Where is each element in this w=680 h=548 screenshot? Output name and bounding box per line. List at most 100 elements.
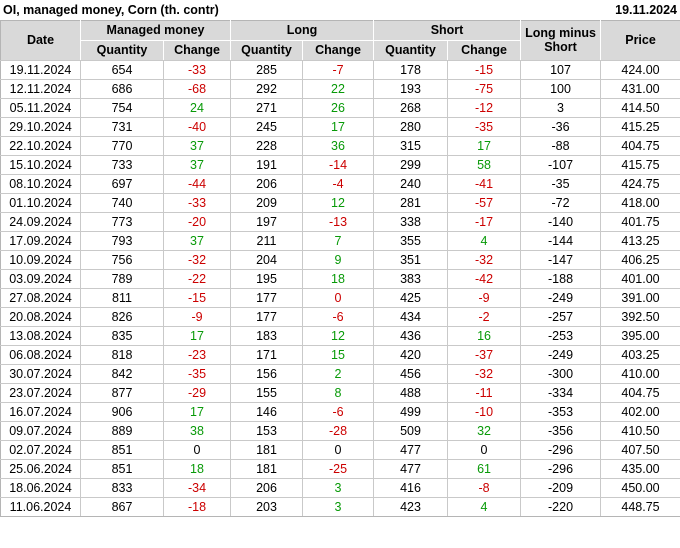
long-change-cell: 12 [301,193,375,213]
short-change-cell: -41 [447,174,522,194]
price-cell: 418.00 [600,193,680,213]
price-cell: 404.75 [600,136,680,156]
mm-quantity-cell: 906 [80,402,164,422]
price-cell: 413.25 [600,231,680,251]
price-cell: 424.75 [600,174,680,194]
col-long-quantity: Quantity [230,40,303,61]
long-quantity-cell: 245 [230,117,303,137]
short-quantity-cell: 477 [373,440,449,460]
short-quantity-cell: 416 [373,478,449,498]
long-change-cell: -28 [301,421,375,441]
short-change-cell: -37 [447,345,522,365]
long-quantity-cell: 203 [230,497,303,517]
price-cell: 448.75 [600,497,680,517]
mm-change-cell: -40 [163,117,231,137]
long-change-cell: -4 [301,174,375,194]
mm-quantity-cell: 835 [80,326,164,346]
date-cell: 23.07.2024 [0,383,81,403]
short-quantity-cell: 338 [373,212,449,232]
long-change-cell: 0 [301,288,375,308]
mm-quantity-cell: 851 [80,440,164,460]
long-minus-short-cell: -209 [520,478,602,498]
long-change-cell: 36 [301,136,375,156]
mm-quantity-cell: 740 [80,193,164,213]
long-change-cell: 12 [301,326,375,346]
mm-change-cell: 24 [163,98,231,118]
date-cell: 16.07.2024 [0,402,81,422]
col-short-change: Change [447,40,522,61]
mm-change-cell: -15 [163,288,231,308]
date-cell: 22.10.2024 [0,136,81,156]
long-minus-short-cell: -140 [520,212,602,232]
table-row: 03.09.2024 789 -22 195 18 383 -42 -188 401.00 [0,269,680,289]
long-quantity-cell: 292 [230,79,303,99]
table-row: 25.06.2024 851 18 181 -25 477 61 -296 435.00 [0,459,680,479]
short-change-cell: 32 [447,421,522,441]
mm-change-cell: -33 [163,60,231,80]
mm-change-cell: 37 [163,231,231,251]
table-row: 29.10.2024 731 -40 245 17 280 -35 -36 415.25 [0,117,680,137]
mm-quantity-cell: 793 [80,231,164,251]
short-quantity-cell: 434 [373,307,449,327]
short-change-cell: -15 [447,60,522,80]
short-change-cell: -8 [447,478,522,498]
long-change-cell: 3 [301,478,375,498]
long-minus-short-cell: -296 [520,459,602,479]
short-quantity-cell: 477 [373,459,449,479]
mm-quantity-cell: 826 [80,307,164,327]
mm-change-cell: 37 [163,155,231,175]
short-quantity-cell: 509 [373,421,449,441]
long-minus-short-cell: -147 [520,250,602,270]
table-row: 06.08.2024 818 -23 171 15 420 -37 -249 403.25 [0,345,680,365]
price-cell: 415.75 [600,155,680,175]
price-cell: 435.00 [600,459,680,479]
short-quantity-cell: 280 [373,117,449,137]
long-change-cell: 9 [301,250,375,270]
long-quantity-cell: 181 [230,440,303,460]
long-change-cell: -7 [301,60,375,80]
mm-change-cell: -68 [163,79,231,99]
long-minus-short-cell: -188 [520,269,602,289]
short-quantity-cell: 193 [373,79,449,99]
col-mm-quantity: Quantity [80,40,164,61]
mm-change-cell: -20 [163,212,231,232]
price-cell: 431.00 [600,79,680,99]
mm-change-cell: -33 [163,193,231,213]
short-change-cell: 58 [447,155,522,175]
mm-change-cell: -18 [163,497,231,517]
short-change-cell: 17 [447,136,522,156]
mm-quantity-cell: 773 [80,212,164,232]
date-cell: 05.11.2024 [0,98,81,118]
long-quantity-cell: 206 [230,478,303,498]
long-quantity-cell: 183 [230,326,303,346]
date-cell: 02.07.2024 [0,440,81,460]
date-cell: 11.06.2024 [0,497,81,517]
date-cell: 30.07.2024 [0,364,81,384]
long-minus-short-cell: -35 [520,174,602,194]
table-row: 30.07.2024 842 -35 156 2 456 -32 -300 410.00 [0,364,680,384]
short-quantity-cell: 423 [373,497,449,517]
long-quantity-cell: 285 [230,60,303,80]
table-row: 10.09.2024 756 -32 204 9 351 -32 -147 406.25 [0,250,680,270]
long-quantity-cell: 177 [230,307,303,327]
table-row: 16.07.2024 906 17 146 -6 499 -10 -353 402.00 [0,402,680,422]
long-change-cell: 8 [301,383,375,403]
price-cell: 401.75 [600,212,680,232]
long-quantity-cell: 206 [230,174,303,194]
short-change-cell: -42 [447,269,522,289]
titlebar: OI, managed money, Corn (th. contr) 19.1… [0,0,680,20]
short-change-cell: -35 [447,117,522,137]
long-minus-short-cell: -220 [520,497,602,517]
mm-quantity-cell: 877 [80,383,164,403]
long-quantity-cell: 171 [230,345,303,365]
long-minus-short-cell: 3 [520,98,602,118]
long-quantity-cell: 155 [230,383,303,403]
short-change-cell: -17 [447,212,522,232]
price-cell: 410.50 [600,421,680,441]
date-cell: 12.11.2024 [0,79,81,99]
long-change-cell: -6 [301,307,375,327]
long-change-cell: -14 [301,155,375,175]
long-change-cell: 26 [301,98,375,118]
price-cell: 414.50 [600,98,680,118]
long-minus-short-cell: -144 [520,231,602,251]
